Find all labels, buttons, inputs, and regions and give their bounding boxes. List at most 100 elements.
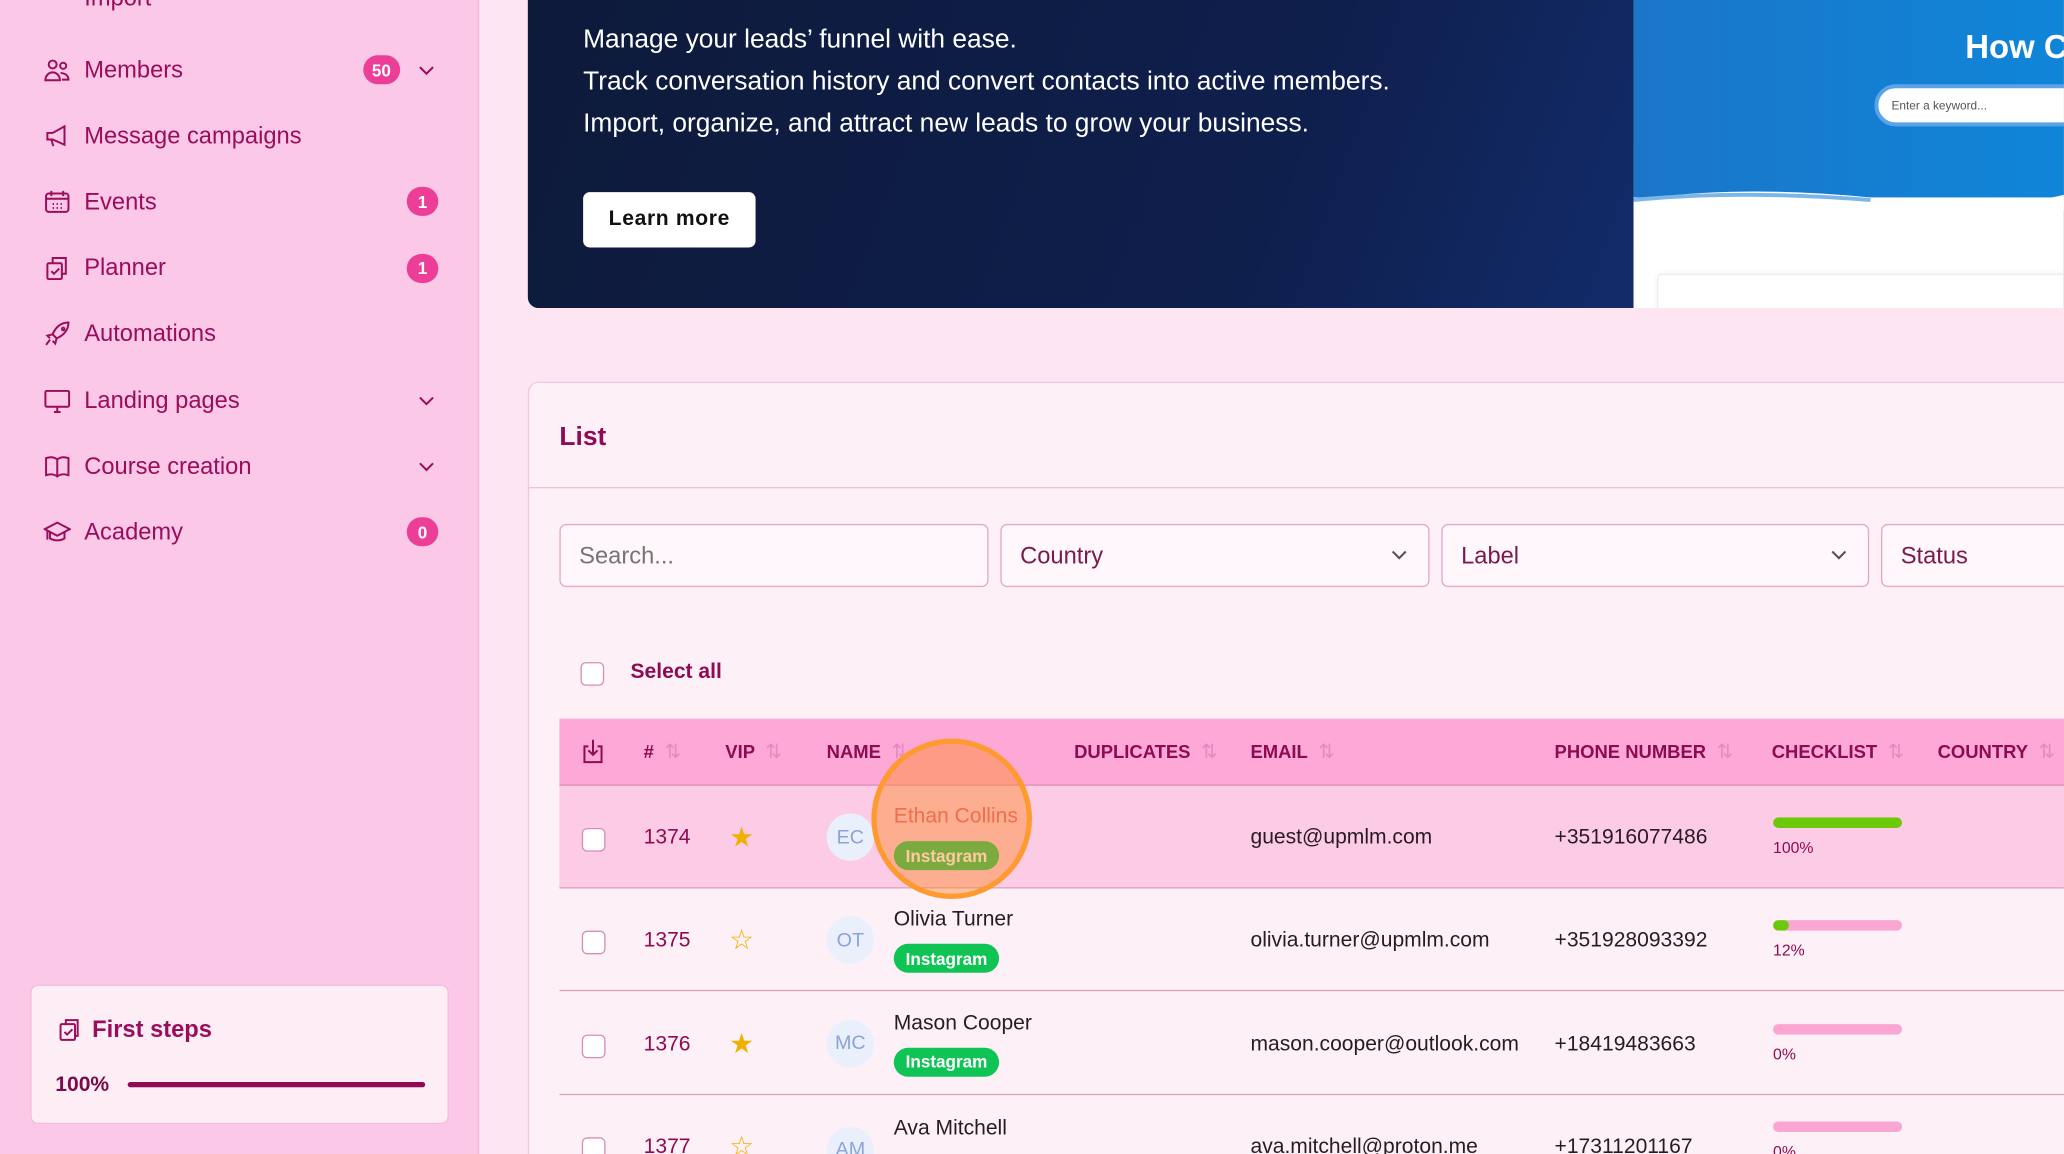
users-icon (44, 58, 70, 81)
sidebar-item-import[interactable]: Import (84, 0, 151, 12)
book-icon (45, 455, 70, 478)
count-badge: 1 (406, 253, 439, 283)
sidebar-item-members[interactable]: Members 50 (43, 50, 438, 89)
table-row[interactable]: 1376 ★ MC Mason Cooper Instagram mason.c… (559, 992, 2064, 1095)
checklist-percent: 100% (1773, 838, 1814, 857)
table-row[interactable]: 1377 ☆ AM Ava Mitchell ava.mitchell@prot… (559, 1095, 2064, 1154)
graduation-cap-icon (43, 521, 72, 542)
column-label: EMAIL (1250, 741, 1308, 763)
calendar-icon (45, 190, 70, 213)
chevron-down-icon[interactable] (417, 59, 434, 76)
first-steps-progress (127, 1081, 426, 1088)
contact-name[interactable]: Ava Mitchell (893, 1117, 1007, 1140)
chevron-down-icon[interactable] (417, 456, 434, 472)
sort-icon[interactable]: ⇅ (765, 741, 783, 764)
column-label: COUNTRY (1937, 741, 2029, 763)
first-steps-percent: 100% (55, 1074, 110, 1097)
checklist-progress (1773, 817, 1903, 828)
country-filter-label: Country (1020, 541, 1104, 568)
country-filter[interactable]: Country (1000, 523, 1430, 588)
column-header[interactable]: # ⇅ (644, 719, 681, 785)
column-header[interactable]: PHONE NUMBER ⇅ (1555, 719, 1734, 785)
sort-icon[interactable]: ⇅ (1887, 741, 1905, 764)
first-steps-card[interactable]: First steps 100% (30, 984, 449, 1125)
sidebar-item-label: Message campaigns (84, 122, 302, 149)
preview-title: How C (1965, 28, 2064, 66)
column-header[interactable]: CHECKLIST ⇅ (1772, 719, 1905, 785)
source-tag: Instagram (893, 1047, 1000, 1077)
sidebar-item-label: Academy (84, 518, 184, 545)
sidebar-item-landing-pages[interactable]: Landing pages (43, 380, 438, 419)
sidebar-item-automations[interactable]: Automations (43, 314, 438, 353)
star-outline-icon[interactable]: ☆ (729, 1131, 755, 1154)
row-checkbox[interactable] (581, 1137, 606, 1154)
sort-icon[interactable]: ⇅ (1716, 741, 1734, 764)
checklist-percent: 12% (1773, 941, 1805, 960)
table-row[interactable]: 1374 ★ EC Ethan Collins Instagram guest@… (559, 785, 2064, 889)
chevron-down-icon[interactable] (417, 390, 434, 406)
avatar: OT (826, 916, 875, 964)
sort-icon[interactable]: ⇅ (664, 741, 682, 764)
phone-number: +351916077486 (1554, 826, 1708, 850)
learn-more-button[interactable]: Learn more (583, 192, 756, 248)
row-id: 1375 (643, 929, 691, 953)
banner-line: Track conversation history and convert c… (583, 67, 1390, 97)
monitor-icon (44, 389, 71, 413)
row-id: 1376 (643, 1032, 691, 1056)
column-header[interactable]: EMAIL ⇅ (1250, 719, 1334, 785)
promo-banner: Manage your leads’ funnel with ease. Tra… (527, 0, 2064, 309)
list-title: List (559, 422, 607, 452)
avatar: EC (826, 813, 875, 861)
sidebar-item-course-creation[interactable]: Course creation (43, 446, 438, 485)
sidebar-item-label: Events (84, 188, 157, 215)
column-label: VIP (725, 741, 756, 763)
star-filled-icon[interactable]: ★ (729, 1028, 755, 1060)
select-all-label[interactable]: Select all (630, 660, 722, 684)
chevron-down-icon (1391, 550, 1407, 560)
checklist-percent: 0% (1773, 1142, 1796, 1154)
rocket-icon (45, 321, 70, 346)
select-all-checkbox[interactable] (580, 662, 605, 686)
checklist-progress (1773, 1121, 1903, 1132)
row-checkbox[interactable] (581, 1034, 606, 1058)
preview-search: Enter a keyword... (1874, 84, 2064, 127)
sort-icon[interactable]: ⇅ (1318, 741, 1335, 764)
checklist-progress (1773, 1023, 1903, 1035)
table-row[interactable]: 1375 ☆ OT Olivia Turner Instagram olivia… (559, 889, 2064, 992)
column-header[interactable]: COUNTRY ⇅ (1938, 719, 2056, 785)
email: ava.mitchell@proton.me (1250, 1135, 1478, 1154)
count-badge: 0 (406, 517, 439, 547)
phone-number: +18419483663 (1554, 1032, 1696, 1056)
phone-number: +17311201167 (1554, 1135, 1693, 1154)
star-filled-icon[interactable]: ★ (729, 822, 755, 853)
label-filter-label: Label (1461, 541, 1520, 568)
sidebar-item-events[interactable]: Events 1 (43, 182, 439, 221)
sidebar-item-message-campaigns[interactable]: Message campaigns (43, 116, 438, 155)
column-header[interactable]: VIP ⇅ (725, 719, 782, 785)
sidebar-item-label: Landing pages (84, 386, 240, 413)
label-filter[interactable]: Label (1441, 523, 1870, 588)
checklist-percent: 0% (1773, 1044, 1796, 1064)
phone-number: +351928093392 (1554, 929, 1708, 953)
sidebar-item-planner[interactable]: Planner 1 (43, 248, 439, 287)
star-outline-icon[interactable]: ☆ (729, 925, 755, 957)
row-checkbox[interactable] (581, 931, 606, 955)
chevron-down-icon (1831, 550, 1847, 560)
sidebar-item-academy[interactable]: Academy 0 (43, 513, 439, 552)
column-header[interactable]: DUPLICATES ⇅ (1074, 719, 1217, 785)
sidebar-item-label: Planner (84, 254, 166, 281)
search-input[interactable] (559, 523, 989, 588)
status-filter[interactable]: Status (1880, 523, 2064, 588)
sidebar-item-label: Members (84, 55, 183, 83)
sort-icon[interactable]: ⇅ (2038, 741, 2056, 764)
download-icon[interactable] (582, 738, 604, 764)
contact-name[interactable]: Mason Cooper (893, 1011, 1032, 1035)
table-header: # ⇅ VIP ⇅ NAME ⇅ DUPLICATES ⇅ EMAIL ⇅ PHONE NUMBER… (559, 718, 2064, 786)
contact-name[interactable]: Olivia Turner (893, 908, 1014, 932)
column-label: PHONE NUMBER (1554, 741, 1707, 763)
clipboard-check-icon (59, 1019, 79, 1041)
column-label: # (643, 741, 654, 763)
sort-icon[interactable]: ⇅ (1201, 741, 1218, 764)
row-checkbox[interactable] (581, 827, 606, 852)
email: olivia.turner@upmlm.com (1250, 929, 1490, 953)
